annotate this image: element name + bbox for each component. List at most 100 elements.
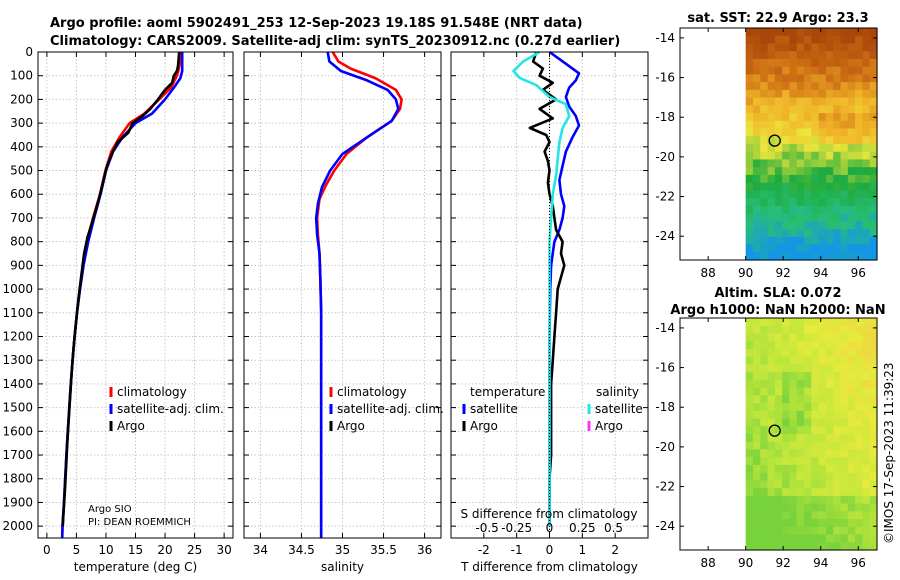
sst_map-cell: [862, 198, 871, 207]
sla_map-cell: [789, 464, 798, 474]
sla_map-cell: [847, 542, 856, 551]
sla_map-cell: [811, 488, 820, 497]
temperature-annotation: Argo SIO: [88, 504, 132, 515]
sla_map-cell: [796, 356, 805, 365]
temperature-panel: 0 5 10 15 20 25 30 temperature (deg C) 0 100 200 30…: [2, 45, 234, 574]
sst_map-cell: [869, 159, 878, 168]
sla_map-cell: [818, 418, 827, 427]
sla_map-cell: [796, 341, 805, 350]
sla_map-cell: [804, 341, 812, 350]
sst_map-cell: [789, 167, 798, 176]
sst_map-cell: [782, 159, 791, 168]
sla_map-cell: [745, 503, 754, 512]
sst_map-cell: [760, 205, 769, 215]
sla_map-ytick-label: -18: [655, 400, 675, 414]
sla_map-cell: [847, 356, 856, 365]
sla_map-cell: [782, 325, 791, 335]
sst_map-cell: [774, 213, 783, 222]
sla_map-cell: [789, 395, 798, 404]
salinity-xtick-label: 34: [253, 543, 268, 557]
sst_map-cell: [862, 113, 871, 122]
sst_map-cell: [855, 205, 864, 215]
sla_map-cell: [760, 472, 769, 481]
sla_map-cell: [752, 503, 761, 512]
sst_map-cell: [804, 35, 812, 45]
sst_map-cell: [782, 105, 791, 114]
sla_map-xtick-label: 92: [776, 556, 791, 570]
sst_map-cell: [745, 105, 754, 114]
sla_map-cell: [862, 333, 871, 342]
sst_map-cell: [825, 229, 834, 238]
sst_map-cell: [745, 97, 754, 106]
sst_map-cell: [782, 97, 791, 106]
sst_map-cell: [745, 128, 754, 137]
sst_map-cell: [796, 113, 805, 122]
sst_map-cell: [833, 74, 842, 83]
sla_map-cell: [840, 464, 849, 474]
sla_map-cell: [789, 356, 798, 365]
sst_map-cell: [818, 136, 827, 145]
sla_map-cell: [789, 449, 798, 458]
sla_map-cell: [811, 333, 820, 342]
sla_map-cell: [847, 526, 856, 536]
sla_map-cell: [789, 526, 798, 536]
sst_map-cell: [840, 167, 849, 176]
sst_map-cell: [855, 144, 864, 153]
sla_map-cell: [804, 325, 812, 335]
sst_map-cell: [789, 213, 798, 222]
sst_map-cell: [804, 252, 812, 261]
sst_map-cell: [855, 66, 864, 75]
temperature-series-argo: [61, 51, 181, 527]
sla_map-cell: [789, 434, 798, 443]
sst_map-cell: [811, 89, 820, 99]
sst_map-cell: [840, 58, 849, 68]
sst_map-cell: [789, 190, 798, 199]
sst_map-cell: [789, 28, 798, 37]
sla_map-cell: [862, 410, 871, 420]
sst_map-cell: [818, 205, 827, 215]
sst_map-cell: [782, 174, 791, 184]
sst_map-cell: [804, 159, 812, 168]
sla_map-cell: [862, 418, 871, 427]
sla_map-cell: [796, 449, 805, 458]
sla_map-cell: [745, 418, 754, 427]
sla_map-cell: [818, 356, 827, 365]
sst_map-cell: [767, 252, 776, 261]
sst_map-cell: [789, 66, 798, 75]
sst_map-cell: [767, 66, 776, 75]
sst_map-cell: [825, 35, 834, 45]
sla_map-cell: [760, 495, 769, 505]
sla_map-cell: [796, 534, 805, 543]
sst_map-cell: [869, 43, 878, 52]
sst_map-cell: [782, 236, 791, 246]
sst_map-cell: [811, 136, 820, 145]
sla_map-cell: [811, 395, 820, 404]
sst_map-cell: [825, 205, 834, 215]
sst_map-cell: [811, 97, 820, 106]
depth-tick-label: 1400: [2, 377, 33, 391]
sst_map-cell: [804, 236, 812, 246]
sla_map-cell: [767, 333, 776, 342]
sla_map-cell: [774, 526, 783, 536]
sla_map-cell: [767, 464, 776, 474]
sla_map-cell: [825, 364, 834, 373]
sla_map-cell: [752, 542, 761, 551]
difference-top-tick-label: 0: [546, 521, 554, 535]
sst_map-cell: [789, 82, 798, 91]
sla_map-cell: [825, 534, 834, 543]
sst_map-cell: [825, 144, 834, 153]
sla_map-cell: [840, 441, 849, 451]
sst_map-cell: [782, 120, 791, 130]
sla-map-panel: 88 90 92 94 96 -14 -16 -18 -20 -22 -24 Altim. SLA: …: [655, 286, 885, 570]
sst_map-cell: [782, 182, 791, 191]
sla_map-cell: [752, 480, 761, 489]
sst_map-cell: [782, 213, 791, 222]
sst_map-ytick-label: -18: [655, 110, 675, 124]
depth-tick-label: 100: [10, 69, 33, 83]
sst_map-cell: [825, 82, 834, 91]
sla_map-cell: [833, 464, 842, 474]
sst_map-cell: [782, 252, 791, 261]
sst_map-cell: [796, 82, 805, 91]
sla_map-cell: [760, 348, 769, 358]
sst_map-cell: [811, 35, 820, 45]
